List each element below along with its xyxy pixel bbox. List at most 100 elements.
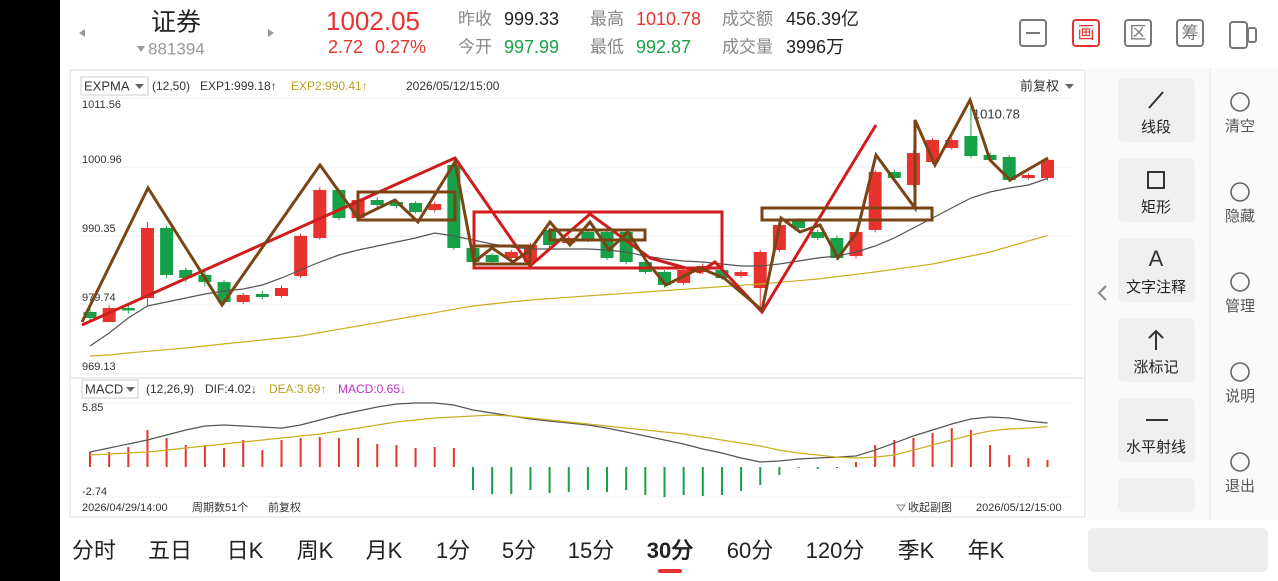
max-label: 1010.78 [973,107,1020,122]
candle-body [389,202,403,206]
tab[interactable]: 120分 [806,538,865,563]
tab[interactable]: 五日 [148,538,192,563]
action-label[interactable]: 清空 [1225,118,1255,135]
tool-button[interactable] [1118,158,1195,222]
tab[interactable]: 分时 [72,538,116,563]
stock-name: 证券 [151,9,201,37]
tool-icon: A [1149,246,1164,271]
chart-frame [69,69,1086,518]
action-label[interactable]: 隐藏 [1225,208,1255,225]
candle-body [1041,159,1054,179]
brown-box [472,244,532,266]
action-label[interactable]: 退出 [1225,478,1255,495]
tool-icon [1148,91,1164,109]
candle-body [255,293,269,297]
stat-label: 今开 [458,37,492,56]
candle-body [926,140,940,163]
macd-indicator: MACD [85,381,123,396]
brown-box [760,206,934,222]
adjustment[interactable]: 前复权 [1020,78,1059,93]
candle-body [332,189,346,219]
candle-body [753,251,767,289]
stat-label: 最低 [590,37,624,56]
chip-button[interactable] [1176,19,1204,47]
minimize-button[interactable] [1019,19,1047,47]
tool-label: 线段 [1141,119,1171,136]
candle-body [715,269,729,278]
tab[interactable]: 15分 [568,538,614,563]
action-label[interactable]: 管理 [1225,298,1255,315]
start-date: 2026/04/29/14:00 [82,502,168,514]
plot: 1011.56 1000.96 990.35 979.74 969.13 1010.78 5… [80,97,1073,498]
tool-button[interactable] [1118,478,1195,512]
tab[interactable]: 月K [366,538,403,563]
tab[interactable]: 周K [297,538,334,563]
tab[interactable]: 5分 [502,538,536,563]
footer-adjustment: 前复权 [268,500,301,514]
action-label[interactable]: 说明 [1225,388,1255,405]
phone-button[interactable] [1229,21,1248,49]
candle-body [734,272,748,276]
tab[interactable]: 季K [898,538,935,563]
candle-body [83,312,97,318]
tab[interactable]: 30分 [647,538,693,563]
caret [1065,84,1074,89]
indicator-line [89,235,1048,357]
action-icon[interactable] [1230,272,1250,292]
legend-exp1: EXP1:999.18↑ [200,79,277,93]
candle-body [485,255,499,262]
legend-dif: DIF:4.02↓ [205,382,257,396]
tab[interactable]: 60分 [727,538,773,563]
red-box [472,210,724,270]
change: 2.72 [328,37,363,57]
tab[interactable]: 年K [968,538,1005,563]
stat-label: 昨收 [458,9,492,28]
tool-button[interactable] [1118,238,1195,302]
action-icon[interactable] [1230,362,1250,382]
tool-label: 水平射线 [1126,439,1186,456]
collapse-icon [896,504,906,512]
action-icon[interactable] [1230,92,1250,112]
draw-label: 画 [1078,23,1095,42]
action-icon[interactable] [1230,452,1250,472]
brown-box [356,190,457,222]
prev-arrow[interactable] [79,29,85,37]
indicator-select[interactable] [80,76,149,96]
legend-dea: DEA:3.69↑ [269,382,326,396]
tab[interactable]: 日K [227,538,264,563]
indicator-select[interactable] [81,379,139,399]
candle-body [409,202,423,213]
draw-button[interactable] [1072,19,1100,47]
y-tick-label: 979.74 [82,292,116,304]
action-icon[interactable] [1230,182,1250,202]
stat-label: 成交量 [722,37,773,56]
candle-body [428,204,442,211]
brown-box [548,228,647,242]
next-arrow[interactable] [268,29,274,37]
dropdown-icon[interactable] [137,46,145,52]
blurred-control[interactable] [1088,528,1268,572]
tool-button[interactable] [1118,78,1195,142]
tool-label: 涨标记 [1133,359,1178,376]
indicator-line [89,414,1048,459]
tab[interactable]: 1分 [436,538,470,563]
tabs: 分时 五日 日K 周K 月K 1分 5分 15分 30分 60分 120分 季K 年K [72,538,1005,573]
candle-body [964,135,978,157]
stat-value: 1010.78 [636,9,701,29]
candle-body [275,288,288,297]
collapse-arrow[interactable] [1097,285,1107,301]
collapse[interactable]: 收起副图 [908,500,952,514]
candle-body [887,172,901,179]
stock-code: 881394 [148,39,205,58]
range-button[interactable] [1124,19,1152,47]
candle-body [370,199,384,206]
stat-value: 3996万 [786,37,844,57]
tool-button[interactable] [1118,398,1195,462]
tool-label: 文字注释 [1126,279,1186,296]
candle-body [160,227,174,275]
candle-body [313,189,327,238]
stat-value: 999.33 [504,9,559,29]
indicator-line [89,402,1048,463]
